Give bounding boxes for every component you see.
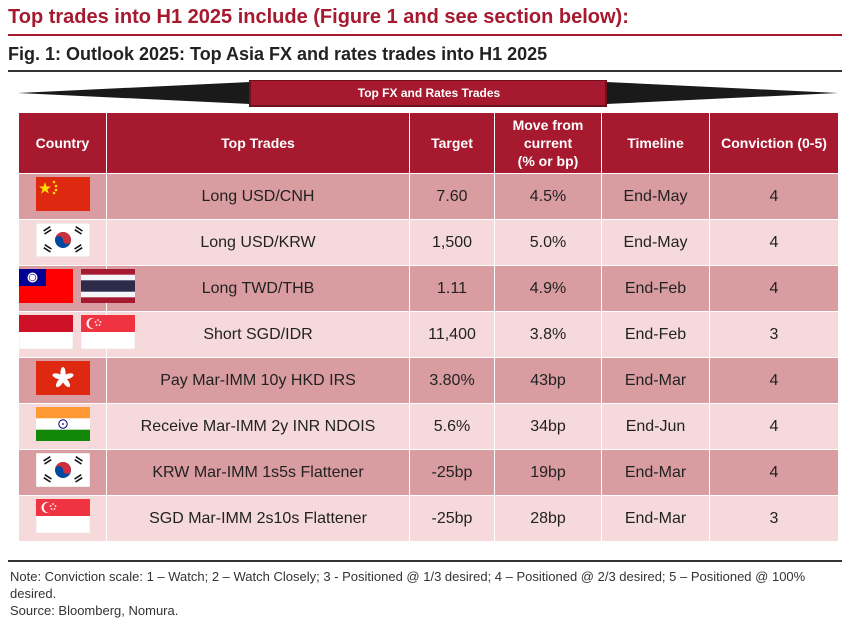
target-cell: 5.6%	[409, 403, 495, 450]
move-cell: 28bp	[494, 495, 602, 542]
target-cell: 1.11	[409, 265, 495, 312]
table-row: Pay Mar-IMM 10y HKD IRS 3.80% 43bp End-Mar 4	[18, 357, 839, 404]
table-row: Long TWD/THB 1.11 4.9% End-Feb 4	[18, 265, 839, 312]
headline-rule	[8, 34, 842, 36]
table-row: Short SGD/IDR 11,400 3.8% End-Feb 3	[18, 311, 839, 358]
header-target: Target	[409, 112, 495, 174]
south-korea-flag-icon	[35, 223, 90, 257]
timeline-cell: End-Feb	[601, 311, 710, 358]
conviction-cell: 4	[709, 403, 839, 450]
conviction-cell: 3	[709, 495, 839, 542]
header-move: Move from current (% or bp)	[494, 112, 602, 174]
trade-cell: SGD Mar-IMM 2s10s Flattener	[106, 495, 410, 542]
table-row: Receive Mar-IMM 2y INR NDOIS 5.6% 34bp End-…	[18, 403, 839, 450]
table-row: Long USD/CNH 7.60 4.5% End-May 4	[18, 173, 839, 220]
country-cell	[18, 403, 107, 450]
south-korea-flag-icon	[35, 453, 90, 487]
table-body: Long USD/CNH 7.60 4.5% End-May 4 Long USD/KR…	[18, 173, 839, 542]
singapore-flag-icon	[35, 499, 90, 533]
trade-cell: KRW Mar-IMM 1s5s Flattener	[106, 449, 410, 496]
trade-cell: Receive Mar-IMM 2y INR NDOIS	[106, 403, 410, 450]
conviction-cell: 4	[709, 265, 839, 312]
header-move-line1: Move from	[512, 117, 584, 133]
timeline-cell: End-Feb	[601, 265, 710, 312]
trade-cell: Pay Mar-IMM 10y HKD IRS	[106, 357, 410, 404]
footer-rule	[8, 560, 842, 562]
country-cell	[18, 357, 107, 404]
timeline-cell: End-Jun	[601, 403, 710, 450]
country-cell	[18, 449, 107, 496]
conviction-cell: 4	[709, 449, 839, 496]
header-move-line2: current	[523, 135, 573, 151]
country-cell	[18, 173, 107, 220]
timeline-cell: End-Mar	[601, 449, 710, 496]
china-flag-icon	[35, 177, 90, 211]
table-row: SGD Mar-IMM 2s10s Flattener -25bp 28bp End-…	[18, 495, 839, 542]
timeline-cell: End-May	[601, 219, 710, 266]
conviction-cell: 4	[709, 173, 839, 220]
move-cell: 43bp	[494, 357, 602, 404]
conviction-cell: 4	[709, 219, 839, 266]
headline: Top trades into H1 2025 include (Figure …	[8, 6, 629, 28]
country-cell	[18, 219, 107, 266]
header-conviction: Conviction (0-5)	[709, 112, 839, 174]
target-cell: 3.80%	[409, 357, 495, 404]
conviction-cell: 4	[709, 357, 839, 404]
timeline-cell: End-May	[601, 173, 710, 220]
header-country: Country	[18, 112, 107, 174]
move-cell: 4.5%	[494, 173, 602, 220]
figure-title: Fig. 1: Outlook 2025: Top Asia FX and ra…	[8, 44, 548, 64]
table-row: KRW Mar-IMM 1s5s Flattener -25bp 19bp End-M…	[18, 449, 839, 496]
source-note: Source: Bloomberg, Nomura.	[10, 603, 179, 618]
india-flag-icon	[35, 407, 90, 441]
target-cell: -25bp	[409, 495, 495, 542]
trade-cell: Long USD/CNH	[106, 173, 410, 220]
target-cell: 7.60	[409, 173, 495, 220]
figure-title-rule	[8, 70, 842, 72]
taiwan-flag-icon	[19, 269, 73, 303]
banner-ribbon	[18, 80, 838, 107]
trade-cell: Long USD/KRW	[106, 219, 410, 266]
header-top-trades: Top Trades	[106, 112, 410, 174]
header-timeline: Timeline	[601, 112, 710, 174]
table-row: Long USD/KRW 1,500 5.0% End-May 4	[18, 219, 839, 266]
thailand-flag-icon	[81, 269, 135, 303]
timeline-cell: End-Mar	[601, 357, 710, 404]
timeline-cell: End-Mar	[601, 495, 710, 542]
header-move-line3: (% or bp)	[517, 153, 579, 169]
hong-kong-flag-icon	[35, 361, 90, 395]
target-cell: 11,400	[409, 311, 495, 358]
country-cell	[18, 495, 107, 542]
move-cell: 5.0%	[494, 219, 602, 266]
move-cell: 4.9%	[494, 265, 602, 312]
conviction-note: Note: Conviction scale: 1 – Watch; 2 – W…	[10, 569, 806, 601]
country-cell	[18, 311, 135, 358]
target-cell: 1,500	[409, 219, 495, 266]
trades-table: Country Top Trades Target Move from curr…	[18, 112, 839, 542]
country-cell	[18, 265, 135, 312]
move-cell: 3.8%	[494, 311, 602, 358]
target-cell: -25bp	[409, 449, 495, 496]
move-cell: 34bp	[494, 403, 602, 450]
banner-label: Top FX and Rates Trades	[357, 86, 501, 100]
conviction-cell: 3	[709, 311, 839, 358]
trade-cell: Short SGD/IDR	[106, 311, 410, 358]
singapore-flag-icon	[81, 315, 135, 349]
footnote: Note: Conviction scale: 1 – Watch; 2 – W…	[10, 568, 830, 619]
trade-cell: Long TWD/THB	[106, 265, 410, 312]
table-header-row: Country Top Trades Target Move from curr…	[18, 112, 839, 174]
move-cell: 19bp	[494, 449, 602, 496]
indonesia-flag-icon	[19, 315, 73, 349]
